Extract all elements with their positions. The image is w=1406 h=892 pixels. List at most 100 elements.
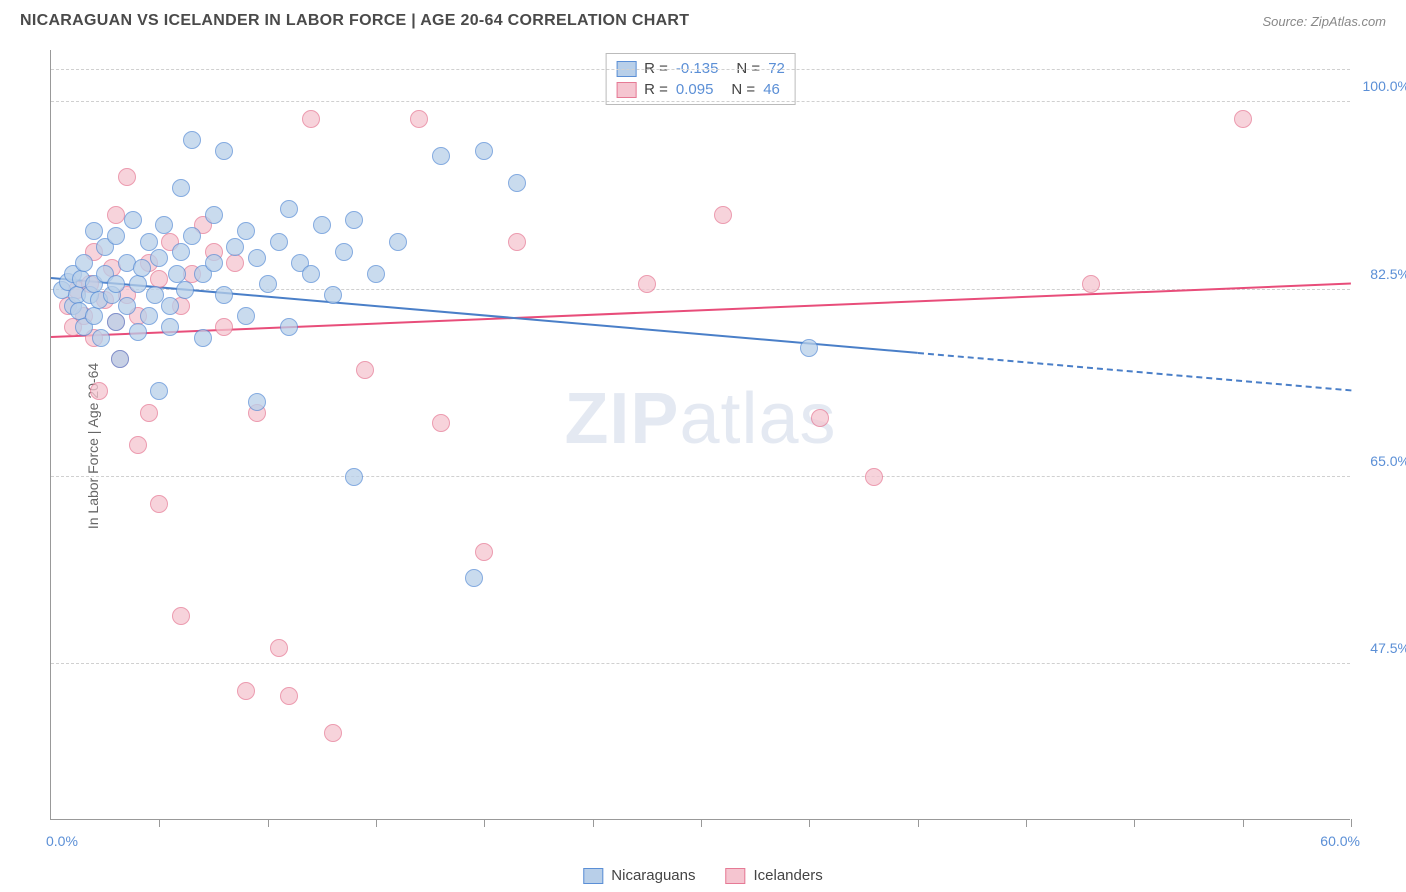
scatter-point-nicaraguans (111, 350, 129, 368)
scatter-point-nicaraguans (248, 249, 266, 267)
scatter-point-icelanders (865, 468, 883, 486)
scatter-point-nicaraguans (215, 142, 233, 160)
scatter-point-nicaraguans (124, 211, 142, 229)
x-axis-max-label: 60.0% (1320, 833, 1360, 849)
y-tick-label: 100.0% (1363, 78, 1406, 94)
swatch-icon (583, 868, 603, 884)
scatter-point-icelanders (90, 382, 108, 400)
gridline (51, 663, 1350, 664)
watermark: ZIPatlas (564, 378, 836, 460)
scatter-point-nicaraguans (107, 313, 125, 331)
scatter-point-nicaraguans (150, 382, 168, 400)
scatter-point-nicaraguans (107, 275, 125, 293)
y-tick-label: 82.5% (1370, 266, 1406, 282)
swatch-icon (616, 82, 636, 98)
scatter-point-icelanders (475, 543, 493, 561)
scatter-point-icelanders (356, 361, 374, 379)
chart-plot-area: ZIPatlas R = -0.135 N = 72 R = 0.095 N =… (50, 50, 1350, 820)
scatter-point-icelanders (714, 206, 732, 224)
scatter-point-icelanders (270, 639, 288, 657)
y-tick-label: 47.5% (1370, 640, 1406, 656)
x-axis-min-label: 0.0% (46, 833, 78, 849)
scatter-point-nicaraguans (155, 216, 173, 234)
chart-title: NICARAGUAN VS ICELANDER IN LABOR FORCE |… (20, 12, 689, 30)
scatter-point-icelanders (150, 495, 168, 513)
scatter-point-icelanders (172, 607, 190, 625)
x-tick (701, 819, 702, 827)
scatter-point-nicaraguans (335, 243, 353, 261)
x-tick (1243, 819, 1244, 827)
scatter-point-nicaraguans (205, 254, 223, 272)
scatter-point-icelanders (107, 206, 125, 224)
scatter-point-nicaraguans (475, 142, 493, 160)
scatter-point-nicaraguans (800, 339, 818, 357)
scatter-point-icelanders (215, 318, 233, 336)
scatter-point-nicaraguans (85, 307, 103, 325)
scatter-point-icelanders (508, 233, 526, 251)
scatter-point-icelanders (432, 414, 450, 432)
scatter-point-nicaraguans (237, 222, 255, 240)
scatter-point-icelanders (811, 409, 829, 427)
stats-row-icelanders: R = 0.095 N = 46 (616, 79, 785, 100)
scatter-point-nicaraguans (324, 286, 342, 304)
scatter-point-nicaraguans (85, 222, 103, 240)
scatter-point-nicaraguans (215, 286, 233, 304)
x-tick (1134, 819, 1135, 827)
scatter-point-nicaraguans (172, 243, 190, 261)
scatter-point-icelanders (237, 682, 255, 700)
y-tick-label: 65.0% (1370, 453, 1406, 469)
scatter-point-icelanders (280, 687, 298, 705)
scatter-point-nicaraguans (367, 265, 385, 283)
x-tick (809, 819, 810, 827)
x-tick (918, 819, 919, 827)
swatch-icon (726, 868, 746, 884)
x-tick (1351, 819, 1352, 827)
scatter-point-nicaraguans (205, 206, 223, 224)
scatter-point-nicaraguans (92, 329, 110, 347)
scatter-point-nicaraguans (508, 174, 526, 192)
scatter-point-nicaraguans (140, 307, 158, 325)
scatter-point-nicaraguans (176, 281, 194, 299)
scatter-point-icelanders (129, 436, 147, 454)
scatter-point-icelanders (324, 724, 342, 742)
x-tick (593, 819, 594, 827)
scatter-point-nicaraguans (129, 275, 147, 293)
scatter-point-nicaraguans (345, 211, 363, 229)
scatter-point-icelanders (410, 110, 428, 128)
scatter-point-nicaraguans (183, 227, 201, 245)
scatter-point-icelanders (140, 404, 158, 422)
scatter-point-nicaraguans (140, 233, 158, 251)
scatter-point-icelanders (226, 254, 244, 272)
scatter-point-nicaraguans (432, 147, 450, 165)
stats-legend-box: R = -0.135 N = 72 R = 0.095 N = 46 (605, 53, 796, 105)
legend-item-icelanders: Icelanders (726, 867, 823, 884)
x-tick (376, 819, 377, 827)
bottom-legend: Nicaraguans Icelanders (583, 867, 822, 884)
scatter-point-nicaraguans (302, 265, 320, 283)
scatter-point-nicaraguans (280, 200, 298, 218)
scatter-point-nicaraguans (313, 216, 331, 234)
scatter-point-nicaraguans (75, 254, 93, 272)
scatter-point-nicaraguans (107, 227, 125, 245)
scatter-point-nicaraguans (129, 323, 147, 341)
scatter-point-nicaraguans (280, 318, 298, 336)
scatter-point-icelanders (118, 168, 136, 186)
scatter-point-nicaraguans (465, 569, 483, 587)
scatter-point-nicaraguans (133, 259, 151, 277)
chart-source: Source: ZipAtlas.com (1262, 14, 1386, 29)
scatter-point-nicaraguans (194, 329, 212, 347)
scatter-point-nicaraguans (150, 249, 168, 267)
scatter-point-nicaraguans (237, 307, 255, 325)
scatter-point-nicaraguans (183, 131, 201, 149)
x-tick (159, 819, 160, 827)
trend-line-nicaraguans (918, 352, 1351, 391)
scatter-point-nicaraguans (345, 468, 363, 486)
scatter-point-nicaraguans (248, 393, 266, 411)
scatter-point-nicaraguans (259, 275, 277, 293)
scatter-point-nicaraguans (161, 297, 179, 315)
scatter-point-nicaraguans (389, 233, 407, 251)
gridline (51, 69, 1350, 70)
x-tick (484, 819, 485, 827)
scatter-point-nicaraguans (270, 233, 288, 251)
x-tick (1026, 819, 1027, 827)
